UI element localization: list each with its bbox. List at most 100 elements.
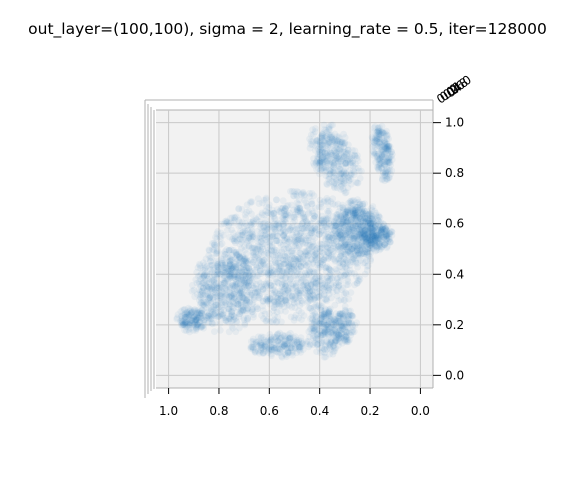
scatter-point (291, 317, 298, 324)
scatter-point (217, 233, 224, 240)
scatter-point (258, 344, 265, 351)
scatter-point (316, 321, 323, 328)
scatter-point (217, 320, 224, 327)
scatter-point (379, 135, 386, 142)
scatter-point (323, 224, 330, 231)
scatter-point (275, 252, 282, 259)
scatter-point (262, 311, 269, 318)
scatter-point (367, 210, 374, 217)
scatter-point (266, 339, 273, 346)
scatter-point (324, 198, 331, 205)
scatter-point (336, 282, 343, 289)
scatter-point (269, 231, 276, 238)
scatter-point (279, 347, 286, 354)
scatter-point (250, 252, 257, 259)
scatter-point (382, 169, 389, 176)
scatter-point (342, 228, 349, 235)
scatter-point (228, 292, 235, 299)
scatter-point (273, 238, 280, 245)
scatter-point (249, 234, 256, 241)
scatter-point (309, 315, 316, 322)
scatter-point (220, 310, 227, 317)
scatter-point (351, 171, 358, 178)
scatter-point (206, 246, 213, 253)
scatter-point (316, 162, 323, 169)
scatter-point (225, 318, 232, 325)
scatter-point (260, 257, 267, 264)
scatter-point (307, 287, 314, 294)
scatter-point (321, 156, 328, 163)
scatter-point (236, 235, 243, 242)
scatter-point (282, 253, 289, 260)
scatter-point (268, 282, 275, 289)
scatter-point (251, 221, 258, 228)
z-tick-label: 0.4 (445, 267, 464, 281)
x-tick-label: 1.0 (159, 404, 178, 418)
scatter-point (339, 138, 346, 145)
scatter-point (265, 345, 272, 352)
scatter-point (382, 142, 389, 149)
z-tick-label: 0.6 (445, 217, 464, 231)
scatter-point (354, 180, 361, 187)
x-tick-label: 0.2 (360, 404, 379, 418)
scatter-point (347, 198, 354, 205)
scatter-point (181, 322, 188, 329)
scatter-point (288, 283, 295, 290)
scatter-point (347, 156, 354, 163)
z-tick-label: 1.0 (445, 116, 464, 130)
scatter-point (300, 273, 307, 280)
scatter-point (350, 215, 357, 222)
scatter-point (303, 203, 310, 210)
scatter-point (249, 244, 256, 251)
scatter-point (241, 256, 248, 263)
scatter-point (271, 347, 278, 354)
scatter-point (225, 267, 232, 274)
scatter-point (302, 240, 309, 247)
scatter-point (368, 229, 375, 236)
scatter-point (322, 314, 329, 321)
scatter-point (304, 222, 311, 229)
scatter-point (259, 227, 266, 234)
scatter-point (214, 247, 221, 254)
scatter-point (345, 141, 352, 148)
scatter-point (312, 143, 319, 150)
scatter-point (360, 250, 367, 257)
scatter-point (325, 287, 332, 294)
scatter-point (258, 238, 265, 245)
scatter-point (293, 295, 300, 302)
scatter-point (287, 275, 294, 282)
scatter-point (229, 280, 236, 287)
scatter-point (188, 320, 195, 327)
scatter-point (207, 299, 214, 306)
scatter-point (239, 206, 246, 213)
scatter-point (262, 318, 269, 325)
scatter-point (223, 286, 230, 293)
scatter-point (311, 270, 318, 277)
scatter-point (295, 344, 302, 351)
scatter-point (290, 214, 297, 221)
scatter-point (362, 271, 369, 278)
scatter-point (329, 136, 336, 143)
scatter-point (189, 282, 196, 289)
scatter-point (181, 307, 188, 314)
scatter-point (284, 211, 291, 218)
scatter-point (233, 263, 240, 270)
scatter-point (287, 225, 294, 232)
scatter-point (270, 210, 277, 217)
scatter-point (380, 226, 387, 233)
scatter-point (290, 250, 297, 257)
scatter-point (217, 327, 224, 334)
scatter-point (345, 278, 352, 285)
scatter-point (238, 284, 245, 291)
scatter-point (367, 256, 374, 263)
scatter-point (359, 215, 366, 222)
scatter-point (256, 200, 263, 207)
scatter-point (331, 347, 338, 354)
scatter-point (208, 254, 215, 261)
scatter-point (282, 308, 289, 315)
scatter-point (293, 231, 300, 238)
scatter-point (236, 325, 243, 332)
scatter-point (352, 165, 359, 172)
z-tick-label: 0.2 (445, 318, 464, 332)
scatter-point (333, 149, 340, 156)
